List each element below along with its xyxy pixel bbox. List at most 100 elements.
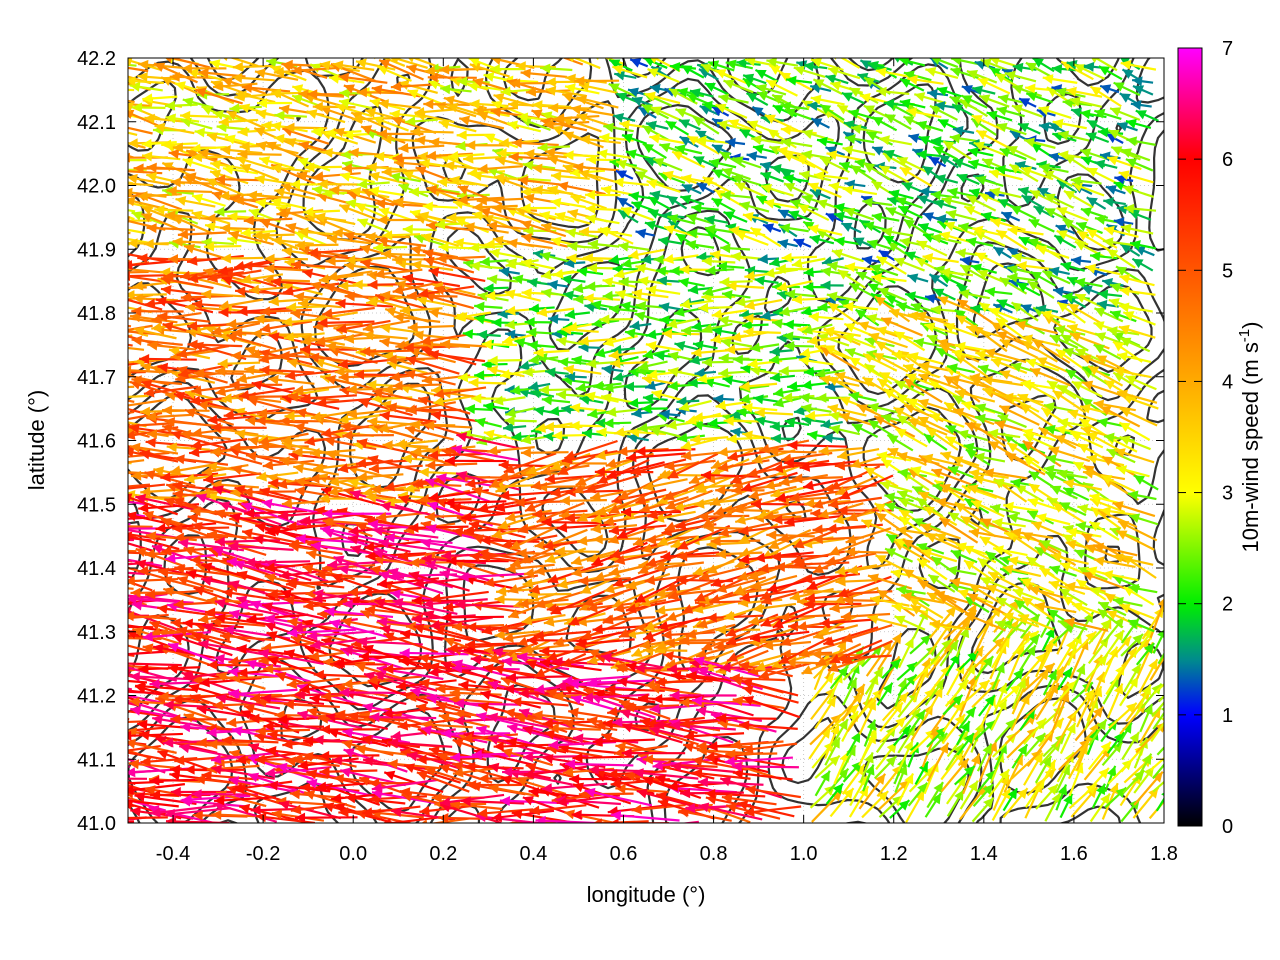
wind-vector-head — [63, 744, 73, 754]
wind-vector-head — [253, 534, 264, 545]
wind-vector-shaft — [167, 642, 234, 669]
wind-vector-shaft — [128, 571, 145, 575]
wind-vector — [128, 170, 163, 175]
wind-vector-head — [128, 594, 137, 605]
wind-vector-head — [170, 714, 181, 725]
wind-vector-head — [474, 417, 486, 428]
wind-vector-head — [162, 321, 174, 332]
wind-vector-head — [141, 205, 153, 216]
wind-vector-shaft — [155, 522, 217, 531]
wind-vector — [155, 522, 217, 534]
wind-vector — [161, 575, 214, 593]
wind-vector-shaft — [128, 720, 146, 724]
wind-vector-head — [100, 283, 110, 293]
wind-vector — [144, 113, 186, 124]
wind-vector-head — [142, 643, 154, 654]
wind-vector-shaft — [128, 359, 129, 362]
wind-vector-head — [352, 279, 363, 290]
wind-vector-head — [85, 545, 95, 555]
wind-vector-head — [138, 59, 149, 70]
wind-vector-head — [157, 604, 168, 614]
wind-vector-head — [144, 470, 156, 480]
wind-vector — [145, 411, 195, 422]
wind-vector-head — [182, 157, 194, 168]
wind-vector-head — [177, 229, 189, 240]
wind-vector — [129, 81, 163, 92]
wind-vector — [135, 681, 197, 692]
wind-vector-shaft — [128, 662, 182, 667]
wind-vector-head — [173, 497, 185, 507]
wind-vector-shaft — [128, 268, 164, 274]
wind-vector — [128, 410, 135, 414]
wind-vector — [128, 422, 170, 428]
wind-vector-head — [184, 473, 195, 484]
wind-vector — [83, 267, 129, 281]
wind-vector — [163, 586, 214, 604]
wind-vector-head — [172, 236, 183, 247]
wind-vector-head — [477, 822, 479, 823]
wind-vector-shaft — [128, 126, 153, 135]
wind-vector-head — [180, 270, 191, 281]
wind-vector-head — [173, 532, 184, 543]
wind-vector-head — [128, 447, 135, 458]
wind-vector — [169, 71, 216, 82]
wind-vector-head — [83, 285, 94, 295]
wind-vector — [144, 297, 202, 309]
wind-vector-head — [83, 271, 94, 281]
wind-vector-head — [128, 785, 134, 795]
wind-vector-head — [90, 141, 100, 151]
wind-vector-head — [128, 259, 133, 270]
wind-vector-head — [194, 127, 206, 138]
wind-vector-head — [172, 142, 183, 153]
wind-vector-head — [113, 165, 123, 175]
wind-vector — [223, 58, 259, 68]
wind-vector-shaft — [128, 728, 133, 733]
wind-vector — [128, 268, 164, 274]
wind-vector-head — [65, 742, 76, 752]
wind-vector-shaft — [128, 346, 145, 351]
wind-vector — [455, 599, 520, 610]
wind-vector-head — [128, 730, 132, 741]
wind-vector — [128, 538, 134, 542]
wind-vector-head — [128, 365, 132, 376]
wind-vector-shaft — [128, 169, 134, 173]
wind-vector — [128, 399, 135, 403]
wind-vector-head — [180, 722, 191, 733]
wind-vector-head — [90, 335, 101, 345]
wind-vector-head — [97, 84, 107, 94]
wind-vector-head — [144, 785, 156, 796]
wind-vector-head — [72, 656, 83, 666]
wind-vector — [128, 542, 154, 552]
wind-vector — [131, 102, 166, 113]
wind-vector-head — [455, 140, 466, 151]
wind-vector-head — [154, 204, 165, 215]
wind-vector-shaft — [128, 542, 154, 552]
wind-vector-shaft — [128, 63, 137, 67]
wind-vector — [150, 804, 216, 818]
wind-vector-head — [107, 528, 118, 538]
wind-vector-head — [172, 480, 184, 491]
wind-vector-head — [115, 271, 126, 281]
wind-vector — [154, 122, 195, 135]
wind-vector-head — [305, 588, 316, 599]
wind-vector-head — [207, 660, 218, 671]
wind-vector — [128, 154, 134, 159]
wind-vector-head — [128, 58, 133, 66]
wind-vector-head — [67, 673, 78, 683]
wind-vector — [184, 473, 227, 484]
wind-vector-head — [512, 274, 524, 285]
wind-vector-head — [146, 162, 157, 173]
wind-vector — [422, 201, 458, 212]
wind-vector-head — [128, 575, 136, 586]
wind-vector-shaft — [128, 270, 149, 274]
wind-vector-shaft — [128, 710, 161, 717]
wind-vector-shaft — [128, 293, 136, 297]
wind-vector-shaft — [128, 580, 153, 592]
wind-vector — [170, 177, 217, 188]
wind-vector — [128, 669, 182, 691]
wind-vector-head — [128, 173, 138, 184]
wind-vector-shaft — [128, 370, 146, 374]
wind-vector-head — [139, 406, 151, 417]
wind-vector-head — [140, 756, 151, 767]
